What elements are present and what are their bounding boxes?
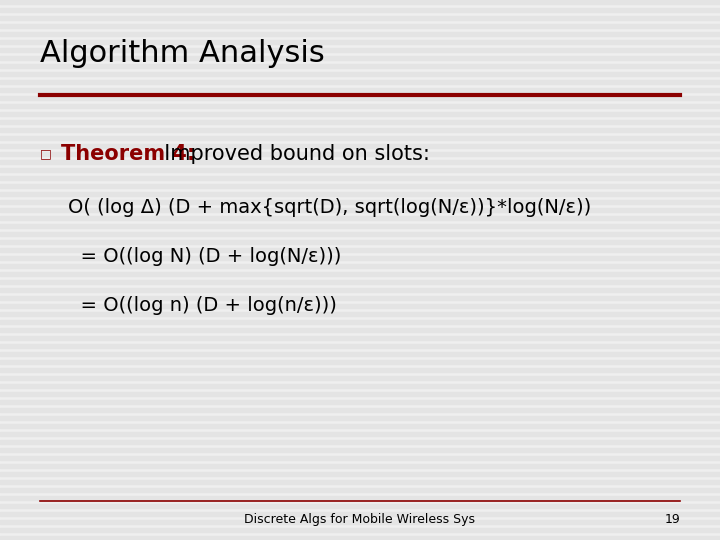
Bar bbox=[0, 448, 720, 452]
Bar bbox=[0, 64, 720, 68]
Bar bbox=[0, 160, 720, 164]
Bar bbox=[0, 232, 720, 236]
Bar bbox=[0, 152, 720, 156]
Bar bbox=[0, 248, 720, 252]
Bar bbox=[0, 136, 720, 140]
Bar bbox=[0, 280, 720, 284]
Bar bbox=[0, 480, 720, 484]
Text: Theorem 4:: Theorem 4: bbox=[61, 144, 195, 164]
Bar bbox=[0, 296, 720, 300]
Bar bbox=[0, 432, 720, 436]
Bar bbox=[0, 456, 720, 460]
Bar bbox=[0, 392, 720, 396]
Bar bbox=[0, 408, 720, 412]
Bar bbox=[0, 272, 720, 276]
Bar bbox=[0, 80, 720, 84]
Text: = O((log N) (D + log(N/ε))): = O((log N) (D + log(N/ε))) bbox=[68, 247, 342, 266]
Bar bbox=[0, 48, 720, 52]
Text: O( (log Δ) (D + max{sqrt(D), sqrt(log(N/ε))}*log(N/ε)): O( (log Δ) (D + max{sqrt(D), sqrt(log(N/… bbox=[68, 198, 592, 218]
Bar bbox=[0, 496, 720, 500]
Text: □: □ bbox=[40, 147, 51, 160]
Bar bbox=[0, 336, 720, 340]
Bar bbox=[0, 144, 720, 148]
Bar bbox=[0, 16, 720, 20]
Bar bbox=[0, 264, 720, 268]
Text: = O((log n) (D + log(n/ε))): = O((log n) (D + log(n/ε))) bbox=[68, 295, 337, 315]
Bar bbox=[0, 440, 720, 444]
Bar bbox=[0, 304, 720, 308]
Bar bbox=[0, 208, 720, 212]
Bar bbox=[0, 400, 720, 404]
Bar bbox=[0, 528, 720, 532]
Text: 19: 19 bbox=[665, 513, 680, 526]
Bar bbox=[0, 488, 720, 492]
Bar bbox=[0, 32, 720, 36]
Text: Algorithm Analysis: Algorithm Analysis bbox=[40, 38, 324, 68]
Bar bbox=[0, 464, 720, 468]
Bar bbox=[0, 192, 720, 196]
Bar bbox=[0, 504, 720, 508]
Bar bbox=[0, 168, 720, 172]
Bar bbox=[0, 240, 720, 244]
Bar bbox=[0, 88, 720, 92]
Bar bbox=[0, 224, 720, 228]
Bar bbox=[0, 112, 720, 116]
Bar bbox=[0, 0, 720, 4]
Bar bbox=[0, 520, 720, 524]
Text: Discrete Algs for Mobile Wireless Sys: Discrete Algs for Mobile Wireless Sys bbox=[245, 513, 475, 526]
Bar bbox=[0, 344, 720, 348]
Bar bbox=[0, 104, 720, 108]
Bar bbox=[0, 184, 720, 188]
Bar bbox=[0, 24, 720, 28]
Bar bbox=[0, 288, 720, 292]
Bar bbox=[0, 360, 720, 364]
Bar bbox=[0, 120, 720, 124]
Bar bbox=[0, 216, 720, 220]
Bar bbox=[0, 472, 720, 476]
Bar bbox=[0, 376, 720, 380]
Bar bbox=[0, 328, 720, 332]
Bar bbox=[0, 40, 720, 44]
Bar bbox=[0, 512, 720, 516]
Bar bbox=[0, 416, 720, 420]
Text: Improved bound on slots:: Improved bound on slots: bbox=[151, 144, 430, 164]
Bar bbox=[0, 352, 720, 356]
Bar bbox=[0, 8, 720, 12]
Bar bbox=[0, 128, 720, 132]
Bar bbox=[0, 72, 720, 76]
Bar bbox=[0, 384, 720, 388]
Bar bbox=[0, 368, 720, 372]
Bar bbox=[0, 536, 720, 540]
Bar bbox=[0, 312, 720, 316]
Bar bbox=[0, 200, 720, 204]
Bar bbox=[0, 56, 720, 60]
Bar bbox=[0, 176, 720, 180]
Bar bbox=[0, 96, 720, 100]
Bar bbox=[0, 320, 720, 324]
Bar bbox=[0, 256, 720, 260]
Bar bbox=[0, 424, 720, 428]
